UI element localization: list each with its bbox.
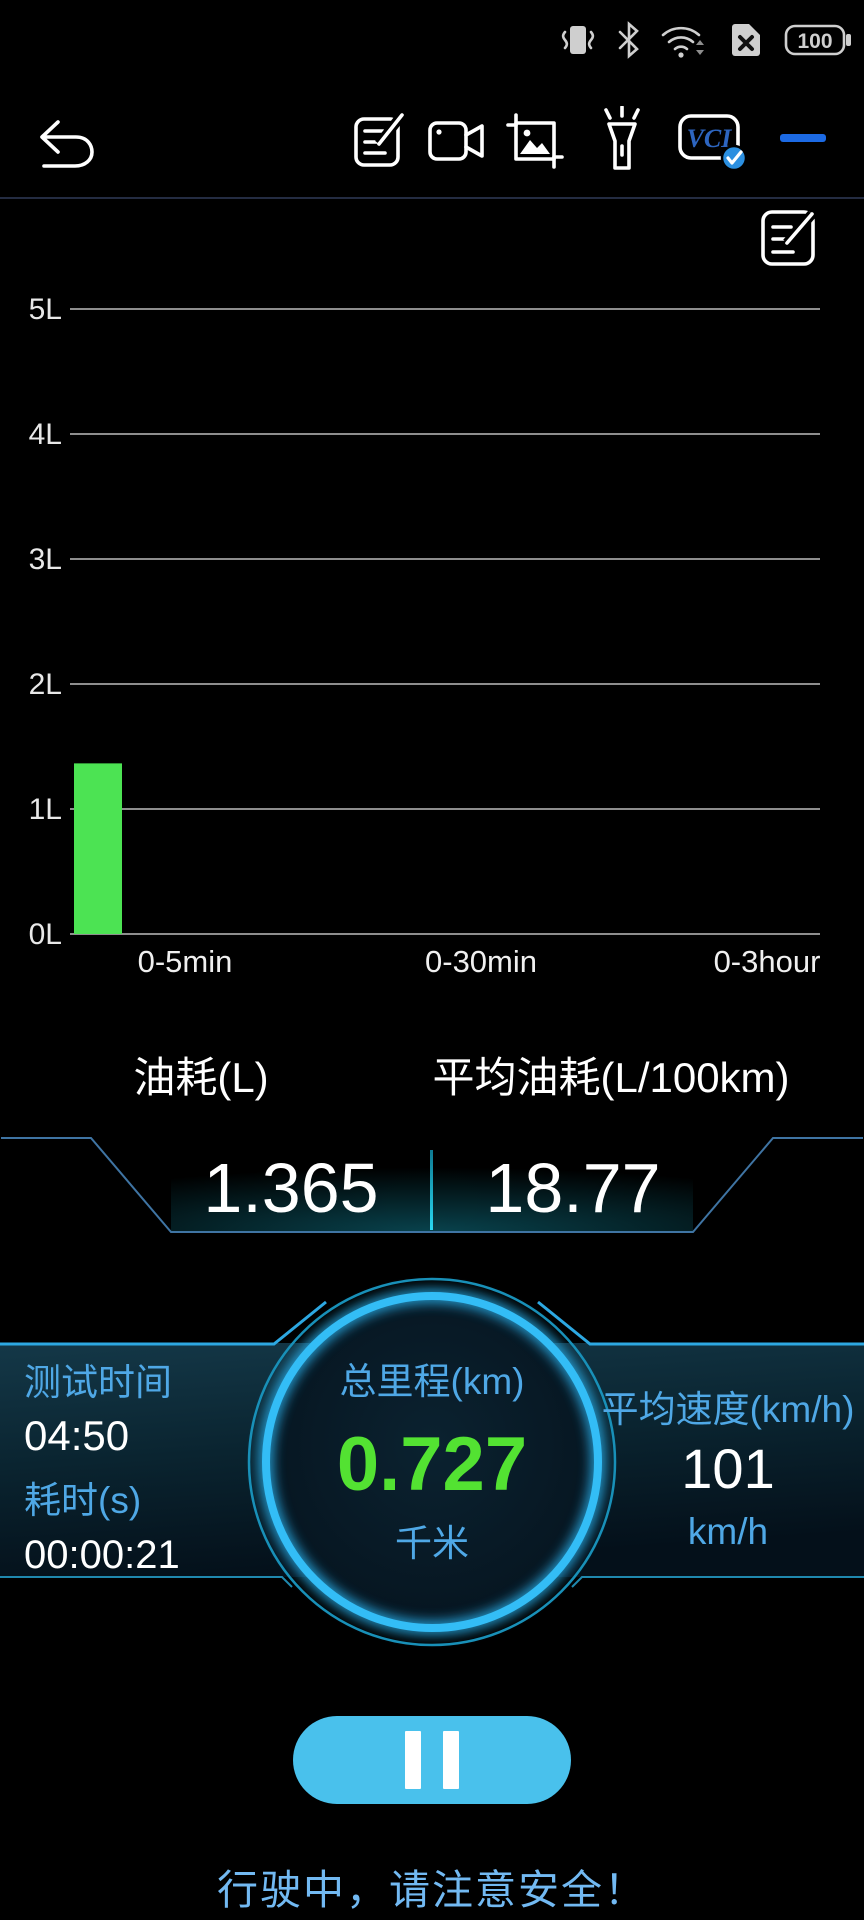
svg-text:1L: 1L — [29, 793, 62, 826]
mileage-label: 总里程(km) — [340, 1361, 525, 1402]
elapsed-label: 耗时(s) — [24, 1480, 141, 1521]
pause-icon — [443, 1731, 459, 1789]
gauge-ring — [262, 1292, 602, 1632]
avg-fuel-label: 平均油耗(L/100km) — [432, 1054, 790, 1101]
svg-text:2L: 2L — [29, 668, 62, 701]
toolbar: VCI — [0, 96, 864, 196]
battery-level: 100 — [797, 30, 832, 53]
svg-text:0L: 0L — [29, 918, 62, 951]
back-button[interactable] — [30, 110, 94, 175]
chart-x-labels: 0-5min 0-30min 0-3hour — [138, 944, 821, 979]
driving-warning-text: 行驶中，请注意安全！ — [217, 1867, 647, 1913]
avg-fuel-value: 18.77 — [485, 1149, 660, 1227]
mileage-value: 0.727 — [337, 1422, 527, 1507]
svg-text:0-30min: 0-30min — [425, 944, 537, 979]
pause-icon — [405, 1731, 421, 1789]
vci-label: VCI — [687, 124, 733, 153]
bluetooth-icon — [618, 21, 639, 59]
avg-speed-label: 平均速度(km/h) — [602, 1389, 855, 1430]
fuel-total-value: 1.365 — [203, 1149, 378, 1227]
status-bar: 100 — [558, 16, 852, 64]
no-sim-icon — [732, 24, 760, 56]
values-panel: 1.365 18.77 — [1, 1137, 863, 1236]
test-time-value: 04:50 — [24, 1412, 129, 1459]
back-icon — [40, 120, 94, 168]
avg-speed-value: 101 — [681, 1437, 774, 1500]
vibrate-icon — [561, 26, 595, 54]
svg-text:0-3hour: 0-3hour — [714, 944, 821, 979]
chart-edit-button[interactable] — [761, 210, 816, 266]
fuel-total-label: 油耗(L) — [133, 1054, 269, 1101]
flashlight-button[interactable] — [598, 105, 646, 175]
vci-icon: VCI — [678, 114, 748, 172]
svg-text:3L: 3L — [29, 543, 62, 576]
video-record-button[interactable] — [428, 120, 486, 165]
flashlight-icon — [604, 105, 640, 170]
note-edit-button[interactable] — [352, 110, 408, 173]
svg-text:0-5min: 0-5min — [138, 944, 233, 979]
gauge-face — [264, 1294, 600, 1630]
elapsed-value: 00:00:21 — [24, 1533, 180, 1577]
band-bottom-border — [0, 1576, 864, 1588]
pause-button[interactable] — [293, 1716, 571, 1804]
panel-divider — [430, 1150, 433, 1230]
svg-text:5L: 5L — [29, 293, 62, 326]
fuel-bar — [74, 763, 122, 934]
test-time-label: 测试时间 — [24, 1362, 172, 1403]
vci-button[interactable]: VCI — [676, 108, 752, 177]
image-icon — [506, 113, 564, 169]
note-edit-icon — [354, 111, 406, 167]
band-top-border — [0, 1300, 864, 1346]
chart-y-labels: 0L 1L 2L 3L 4L 5L — [29, 293, 62, 951]
chart-gridlines — [70, 308, 820, 935]
wifi-icon — [661, 26, 704, 58]
avg-speed-unit: km/h — [688, 1511, 768, 1552]
fuel-consumption-chart: 0L 1L 2L 3L 4L 5L 0-5min 0-30min 0-3hour — [29, 210, 821, 979]
screenshot-button[interactable] — [506, 112, 564, 173]
minimize-button[interactable] — [780, 134, 826, 142]
svg-text:4L: 4L — [29, 418, 62, 451]
gauge-outer-ring — [247, 1277, 617, 1647]
mileage-unit: 千米 — [395, 1523, 469, 1564]
dashboard: 总里程(km) 0.727 千米 测试时间 04:50 耗时(s) 00:00:… — [0, 1277, 864, 1647]
video-camera-icon — [428, 121, 484, 161]
toolbar-divider — [0, 197, 864, 199]
battery-icon: 100 — [784, 24, 851, 56]
